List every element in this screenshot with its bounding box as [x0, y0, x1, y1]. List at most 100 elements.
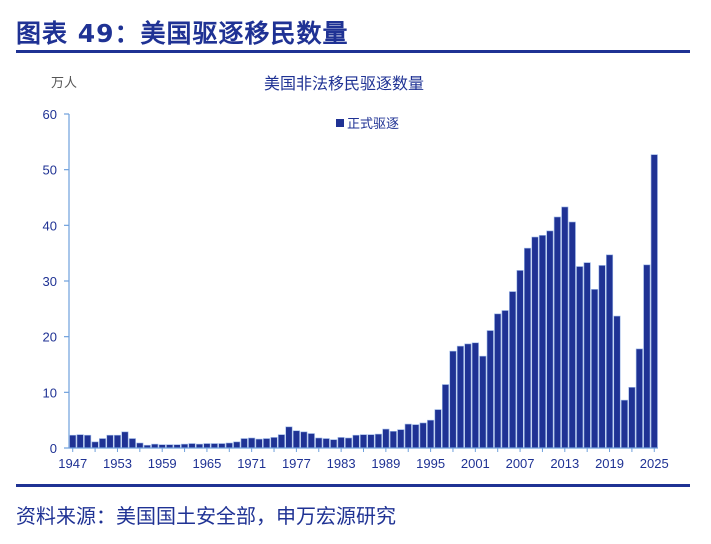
legend-label: 正式驱逐 [347, 117, 400, 132]
x-tick-label: 2001 [461, 456, 490, 471]
x-tick-label: 1959 [148, 456, 177, 471]
bar [285, 426, 293, 449]
bar [277, 434, 286, 449]
bar [613, 315, 621, 449]
x-tick-label: 1947 [58, 456, 87, 471]
bar [382, 428, 390, 449]
bar [345, 437, 353, 449]
bar [270, 437, 278, 449]
y-tick-label: 40 [43, 218, 57, 233]
bar [516, 270, 524, 449]
y-tick-label: 0 [50, 441, 57, 456]
bar [509, 291, 517, 449]
bar [576, 266, 584, 449]
x-tick-label: 1995 [416, 456, 445, 471]
bar [628, 387, 636, 449]
bar [412, 424, 420, 449]
bar [292, 430, 300, 449]
bar [106, 434, 114, 449]
bar [374, 433, 382, 449]
bar [531, 236, 539, 449]
bar [84, 434, 92, 449]
bar [568, 221, 576, 449]
bar [330, 439, 338, 449]
bar [307, 433, 315, 449]
x-tick-label: 2007 [506, 456, 535, 471]
bar [352, 434, 360, 449]
bar [367, 434, 375, 449]
chart-title: 美国非法移民驱逐数量 [264, 74, 425, 93]
bar [501, 310, 509, 449]
bar [643, 264, 651, 449]
bar [136, 442, 144, 449]
bar [128, 438, 136, 449]
bottom-divider [16, 484, 690, 487]
bar [441, 384, 450, 449]
bar [300, 431, 308, 449]
y-tick-label: 20 [43, 330, 57, 345]
y-tick-label: 60 [43, 107, 57, 122]
bar [606, 254, 614, 449]
bar [494, 313, 502, 449]
source-note: 资料来源：美国国土安全部，申万宏源研究 [16, 504, 396, 528]
top-divider [16, 50, 690, 53]
figure-title: 图表 49：美国驱逐移民数量 [16, 19, 349, 48]
bar [99, 438, 107, 449]
bar [233, 441, 241, 449]
bar [523, 247, 532, 449]
bar [322, 438, 330, 449]
bar [255, 438, 263, 449]
bar [315, 437, 323, 449]
bar [76, 434, 84, 449]
bar [471, 342, 479, 449]
bar [337, 437, 345, 449]
bar [427, 419, 435, 449]
bar [397, 429, 405, 449]
bar [635, 348, 643, 449]
bar [121, 431, 129, 449]
bar [583, 262, 591, 449]
bar [91, 441, 99, 449]
bar [591, 289, 599, 449]
x-tick-label: 1971 [237, 456, 266, 471]
bar [456, 345, 464, 449]
y-tick-label: 30 [43, 274, 57, 289]
bar [419, 422, 427, 449]
bar [464, 343, 472, 449]
x-tick-label: 1965 [192, 456, 221, 471]
x-tick-label: 1953 [103, 456, 132, 471]
bar [225, 442, 233, 449]
x-tick-label: 2019 [595, 456, 624, 471]
bar [359, 434, 368, 449]
bar [188, 443, 196, 449]
bar [449, 350, 457, 449]
x-tick-label: 2025 [640, 456, 669, 471]
bar [389, 430, 397, 449]
x-tick-label: 1983 [327, 456, 356, 471]
bar [486, 330, 494, 449]
bar [203, 443, 211, 449]
bar [650, 154, 658, 449]
legend-swatch-icon [336, 118, 344, 127]
bar [240, 438, 248, 449]
bar [263, 438, 271, 449]
y-tick-label: 50 [43, 163, 57, 178]
bar [546, 230, 554, 449]
bar [210, 443, 218, 449]
bar [620, 399, 628, 449]
bar [434, 409, 442, 449]
bar [598, 265, 606, 449]
x-tick-label: 1989 [371, 456, 400, 471]
bar [248, 437, 256, 449]
bar [561, 206, 569, 449]
y-axis-unit-label: 万人 [51, 76, 78, 91]
bar [404, 423, 412, 449]
bar [538, 235, 546, 449]
bar [113, 434, 121, 449]
bar [479, 355, 487, 449]
bar [218, 443, 226, 449]
x-tick-label: 1977 [282, 456, 311, 471]
y-tick-label: 10 [43, 385, 57, 400]
bar [553, 216, 561, 449]
bar-chart: 0 10 20 30 40 50 60 1947 1953 1959 1965 1971 1977 198… [43, 107, 669, 471]
